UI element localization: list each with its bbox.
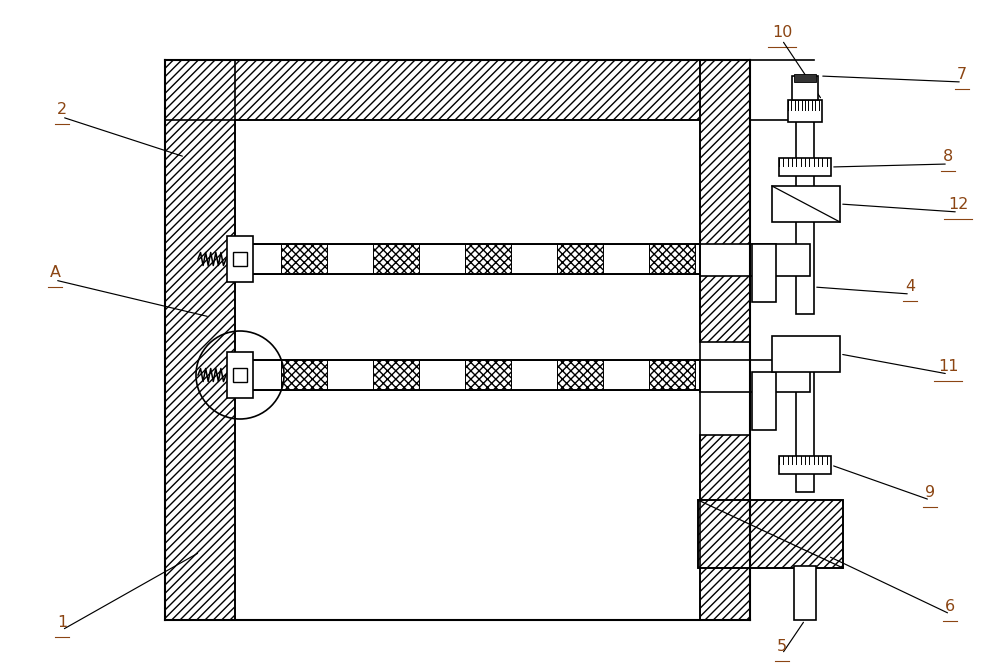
Bar — [511, 360, 557, 390]
Bar — [235, 360, 281, 390]
Bar — [794, 566, 816, 620]
Bar — [227, 236, 253, 282]
Bar — [557, 360, 603, 390]
Text: 12: 12 — [948, 197, 968, 212]
Bar — [165, 60, 235, 620]
Bar — [695, 244, 700, 274]
Bar — [779, 158, 831, 176]
Bar — [165, 60, 750, 120]
Text: 5: 5 — [777, 639, 787, 654]
Bar — [557, 244, 603, 274]
Bar — [649, 360, 695, 390]
Text: 7: 7 — [957, 67, 967, 82]
Bar — [603, 360, 649, 390]
Bar — [794, 74, 816, 82]
Text: 1: 1 — [57, 615, 67, 630]
Bar — [649, 244, 695, 274]
Bar — [700, 60, 750, 342]
Bar — [419, 360, 465, 390]
Bar — [327, 244, 373, 274]
Bar — [698, 500, 843, 568]
Bar — [792, 76, 818, 100]
Bar — [465, 244, 511, 274]
Bar — [772, 186, 840, 222]
Text: 9: 9 — [925, 485, 935, 500]
Text: 2: 2 — [57, 102, 67, 117]
Bar — [603, 244, 649, 274]
Bar — [419, 244, 465, 274]
Text: A: A — [50, 265, 61, 280]
Bar — [235, 360, 700, 390]
Bar — [752, 372, 776, 430]
Bar — [796, 340, 814, 492]
Bar — [698, 500, 843, 568]
Bar — [779, 456, 831, 474]
Bar — [700, 360, 810, 392]
Bar — [373, 360, 419, 390]
Bar — [281, 360, 327, 390]
Bar — [373, 244, 419, 274]
Text: 6: 6 — [945, 599, 955, 614]
Bar — [233, 252, 247, 266]
Bar — [327, 360, 373, 390]
Bar — [788, 100, 822, 122]
Bar — [235, 244, 700, 274]
Bar — [281, 244, 327, 274]
Text: 10: 10 — [772, 25, 792, 40]
Bar — [511, 244, 557, 274]
Text: 11: 11 — [938, 359, 958, 374]
Bar — [227, 352, 253, 398]
Bar — [772, 336, 840, 372]
Bar — [700, 435, 750, 620]
Bar — [233, 368, 247, 382]
Bar — [695, 360, 700, 390]
Bar — [796, 94, 814, 314]
Bar — [700, 244, 810, 276]
Bar — [235, 244, 281, 274]
Text: 4: 4 — [905, 279, 915, 294]
Bar — [752, 244, 776, 302]
Text: 8: 8 — [943, 149, 953, 164]
Bar — [465, 360, 511, 390]
